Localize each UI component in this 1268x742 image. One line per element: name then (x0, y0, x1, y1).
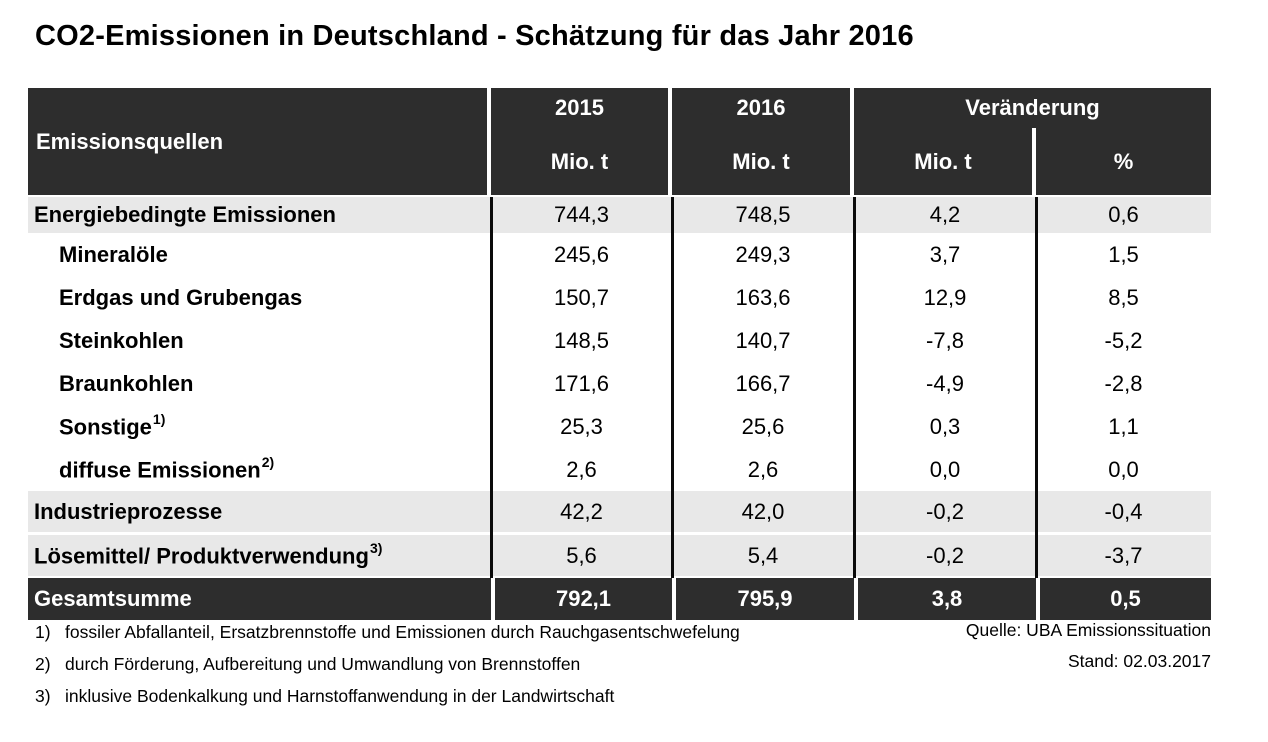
table-row: Lösemittel/ Produktverwendung3) 5,6 5,4 … (28, 535, 1211, 576)
row-label: Sonstige1) (28, 410, 491, 440)
row-label-text: Gesamtsumme (34, 586, 192, 611)
cell-2015: 792,1 (491, 578, 672, 620)
cell-2016: 166,7 (735, 370, 791, 396)
row-label: Mineralöle (28, 242, 491, 268)
cell-2015: 2,6 (566, 456, 597, 482)
footnote-number: 2) (35, 654, 51, 674)
row-label-text: Sonstige (59, 414, 152, 440)
cell-2015: 744,3 (553, 202, 610, 227)
footnote: 1) fossiler Abfallanteil, Ersatzbrennsto… (35, 622, 740, 643)
header-unit-2015: Mio. t (491, 128, 672, 195)
row-label: Gesamtsumme (28, 586, 491, 612)
table-row: Steinkohlen 148,5 140,7 -7,8 -5,2 (28, 319, 1211, 362)
row-label: diffuse Emissionen2) (28, 453, 491, 483)
cell-2015: 245,6 (553, 241, 610, 267)
table-row: Gesamtsumme 792,1 795,9 3,8 0,5 (28, 578, 1211, 620)
cell-change-pct: 1,5 (1108, 241, 1139, 267)
table-row: diffuse Emissionen2) 2,6 2,6 0,0 0,0 (28, 448, 1211, 491)
cell-change-pct: -2,8 (1104, 370, 1143, 396)
cell-change-abs: -7,8 (926, 327, 964, 353)
table-row: Sonstige1) 25,3 25,6 0,3 1,1 (28, 405, 1211, 448)
cell-2015: 42,2 (560, 498, 603, 524)
footnote-number: 3) (35, 686, 51, 706)
cell-change-abs: 3,8 (854, 578, 1036, 620)
row-label-text: Erdgas und Grubengas (59, 284, 303, 310)
row-footnote-marker: 2) (261, 453, 275, 470)
page-title: CO2-Emissionen in Deutschland - Schätzun… (35, 20, 914, 52)
header-veraenderung: Veränderung (965, 95, 1100, 120)
table-body: Energiebedingte Emissionen 744,3 748,5 4… (28, 197, 1211, 620)
header-unit-change-abs: Mio. t (854, 128, 1036, 195)
header-unit-2016: Mio. t (672, 128, 854, 195)
header-year-2016: 2016 (672, 88, 854, 128)
cell-change-pct: 8,5 (1108, 284, 1139, 310)
table-row: Industrieprozesse 42,2 42,0 -0,2 -0,4 (28, 491, 1211, 532)
header-year-2015: 2015 (491, 88, 672, 128)
table-row: Mineralöle 245,6 249,3 3,7 1,5 (28, 233, 1211, 276)
cell-change-abs: 4,2 (929, 202, 961, 227)
row-label-text: Steinkohlen (59, 327, 184, 353)
footnote-number: 1) (35, 622, 51, 642)
cell-change-pct: -5,2 (1104, 327, 1143, 353)
emissions-table: Emissionsquellen 2015 2016 Veränderung M… (28, 88, 1211, 620)
cell-change-pct: 1,1 (1108, 413, 1139, 439)
source-block: Quelle: UBA Emissionssituation Stand: 02… (965, 620, 1211, 683)
row-label-text: diffuse Emissionen (59, 457, 261, 483)
row-label: Erdgas und Grubengas (28, 285, 491, 311)
cell-2015: 150,7 (553, 284, 610, 310)
cell-change-abs: -4,9 (926, 370, 964, 396)
cell-2016: 42,0 (741, 498, 785, 524)
table-row: Erdgas und Grubengas 150,7 163,6 12,9 8,… (28, 276, 1211, 319)
table-row: Braunkohlen 171,6 166,7 -4,9 -2,8 (28, 362, 1211, 405)
footnote-text: inklusive Bodenkalkung und Harnstoffanwe… (65, 686, 615, 706)
cell-change-abs: 0,3 (929, 413, 961, 439)
footnote: 2) durch Förderung, Aufbereitung und Umw… (35, 654, 740, 675)
header-unit-change-pct: % (1113, 148, 1134, 174)
row-footnote-marker: 3) (369, 539, 383, 556)
cell-change-pct: -3,7 (1104, 542, 1143, 568)
cell-2015: 148,5 (553, 327, 610, 353)
row-label-text: Mineralöle (59, 241, 168, 267)
cell-2016: 795,9 (672, 578, 854, 620)
header-emissionsquellen: Emissionsquellen (28, 88, 491, 195)
footnotes: 1) fossiler Abfallanteil, Ersatzbrennsto… (35, 622, 740, 718)
row-label: Energiebedingte Emissionen (28, 202, 491, 228)
cell-2015: 171,6 (553, 370, 610, 396)
cell-2016: 748,5 (735, 202, 791, 227)
table-row: Energiebedingte Emissionen 744,3 748,5 4… (28, 197, 1211, 233)
cell-2016: 5,4 (747, 542, 779, 568)
footnote-text: fossiler Abfallanteil, Ersatzbrennstoffe… (65, 622, 740, 642)
cell-2016: 140,7 (735, 327, 791, 353)
row-label: Lösemittel/ Produktverwendung3) (28, 539, 491, 569)
cell-2016: 249,3 (735, 241, 791, 267)
row-label-text: Industrieprozesse (34, 498, 223, 524)
row-label: Braunkohlen (28, 371, 491, 397)
cell-change-abs: -0,2 (926, 542, 964, 568)
cell-2016: 25,6 (741, 413, 785, 439)
cell-2016: 2,6 (747, 456, 779, 482)
cell-change-pct: 0,0 (1108, 456, 1139, 482)
table-header: Emissionsquellen 2015 2016 Veränderung M… (28, 88, 1211, 195)
source-stand: Stand: 02.03.2017 (1067, 650, 1211, 671)
row-label-text: Energiebedingte Emissionen (34, 202, 336, 227)
cell-2015: 5,6 (566, 542, 597, 568)
cell-2016: 163,6 (735, 284, 791, 310)
row-label: Industrieprozesse (28, 499, 491, 525)
row-label-text: Braunkohlen (59, 370, 194, 396)
cell-change-pct: -0,4 (1104, 498, 1143, 524)
row-footnote-marker: 1) (152, 410, 166, 427)
cell-change-abs: 0,0 (929, 456, 961, 482)
row-label-text: Lösemittel/ Produktverwendung (34, 543, 369, 569)
footnote-text: durch Förderung, Aufbereitung und Umwand… (65, 654, 581, 674)
cell-change-pct: 0,6 (1108, 202, 1139, 227)
cell-change-abs: 12,9 (923, 284, 967, 310)
cell-change-abs: 3,7 (929, 241, 961, 267)
cell-2015: 25,3 (560, 413, 603, 439)
cell-change-pct: 0,5 (1036, 578, 1211, 620)
footnote: 3) inklusive Bodenkalkung und Harnstoffa… (35, 686, 740, 707)
cell-change-abs: -0,2 (926, 498, 964, 524)
row-label: Steinkohlen (28, 328, 491, 354)
source-quelle: Quelle: UBA Emissionssituation (965, 620, 1211, 640)
